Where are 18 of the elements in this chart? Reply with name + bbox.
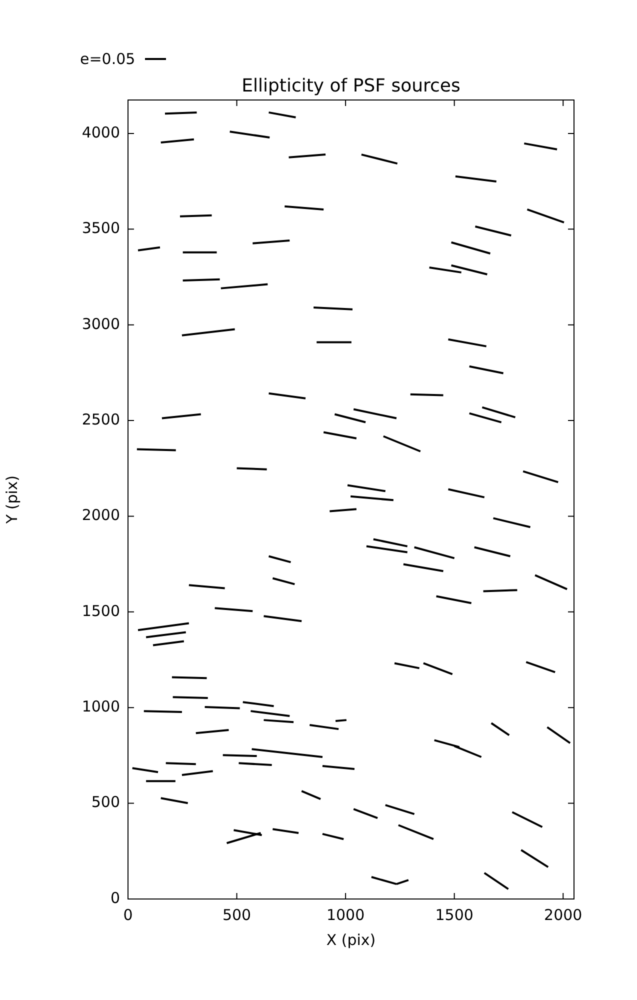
y-tick-label: 1500 [82,602,120,620]
y-tick-label: 0 [110,888,120,907]
y-tick-label: 3500 [82,219,120,238]
x-axis-title: X (pix) [326,930,376,949]
x-tick-label: 1000 [326,906,365,924]
x-tick-label: 500 [222,906,252,924]
y-tick-label: 4000 [82,123,120,142]
x-tick-label: 2000 [544,906,582,924]
y-tick-label: 2500 [82,410,120,428]
x-tick-label: 1500 [435,906,474,924]
y-tick-label: 3000 [82,314,120,333]
y-tick-label: 2000 [82,506,120,524]
text: e=0.05 [80,50,136,68]
y-axis-title: Y (pix) [2,475,21,525]
y-tick-label: 500 [91,793,120,812]
y-tick-label: 1000 [82,698,120,716]
x-tick-label: 0 [123,906,133,924]
chart-title: Ellipticity of PSF sources [242,76,460,97]
